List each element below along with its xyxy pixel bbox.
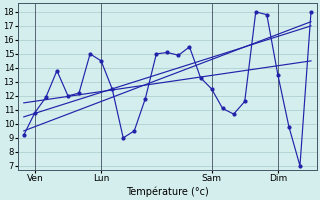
- X-axis label: Température (°c): Température (°c): [126, 186, 209, 197]
